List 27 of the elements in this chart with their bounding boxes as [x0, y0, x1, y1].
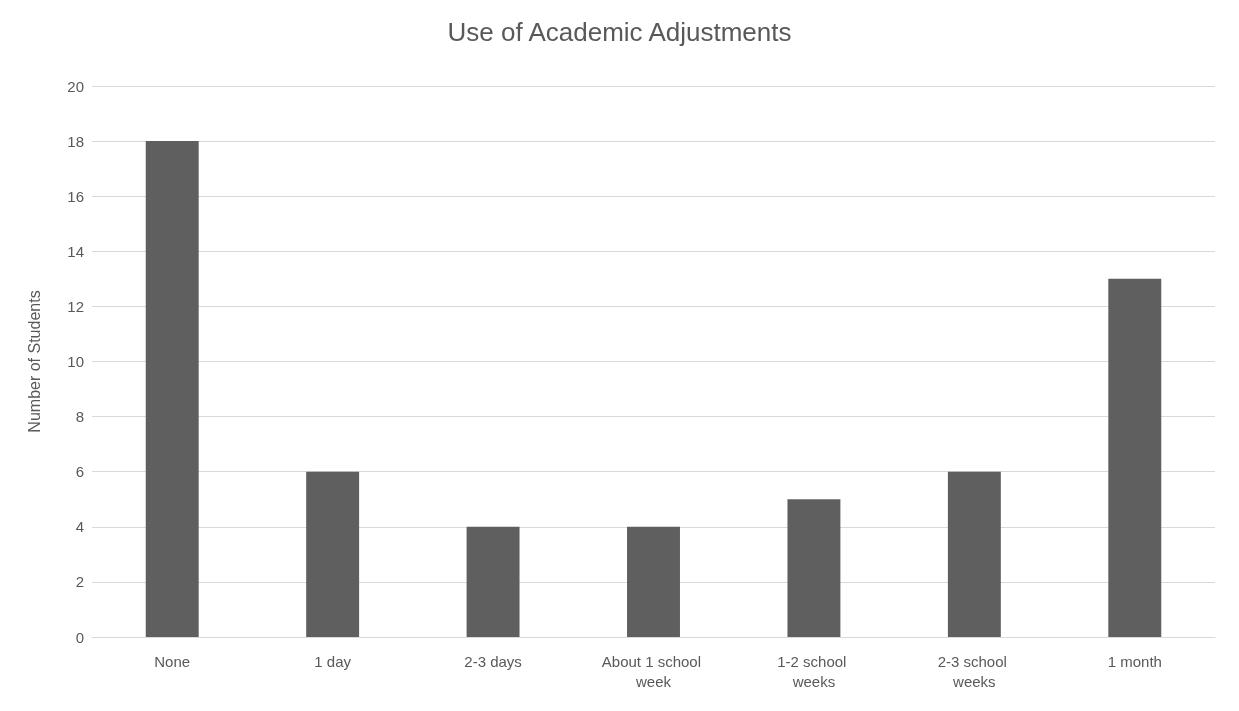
bar: [787, 499, 841, 637]
x-tick-label: None: [154, 652, 191, 670]
bar: [627, 526, 680, 637]
y-tick-label: 0: [75, 628, 84, 646]
x-tick-label: 2-3 school weeks: [937, 652, 1012, 690]
x-tick-label: 2-3 days: [464, 652, 522, 670]
y-tick-label: 18: [67, 132, 84, 150]
y-tick-label: 4: [75, 518, 84, 536]
y-tick-label: 2: [75, 573, 84, 591]
y-tick-label: 6: [75, 463, 84, 481]
x-tick-label: 1 month: [1107, 652, 1162, 670]
y-tick-label: 14: [67, 242, 84, 260]
x-tick-label: 1-2 school weeks: [777, 652, 851, 690]
y-tick-label: 10: [67, 353, 84, 370]
y-tick-label: 16: [67, 187, 84, 205]
bar: [947, 471, 1001, 637]
y-axis-title: Number of Students: [25, 290, 43, 433]
bar: [466, 526, 520, 637]
x-tick-label: About 1 school week: [601, 652, 706, 690]
chart-title: Use of Academic Adjustments: [447, 17, 792, 47]
x-tick-label: 1 day: [314, 652, 352, 670]
bar: [1108, 278, 1162, 637]
y-tick-label: 8: [75, 408, 84, 426]
y-tick-label: 12: [67, 297, 84, 315]
bar: [145, 141, 199, 637]
bar: [306, 471, 360, 637]
y-tick-label: 20: [67, 77, 84, 95]
